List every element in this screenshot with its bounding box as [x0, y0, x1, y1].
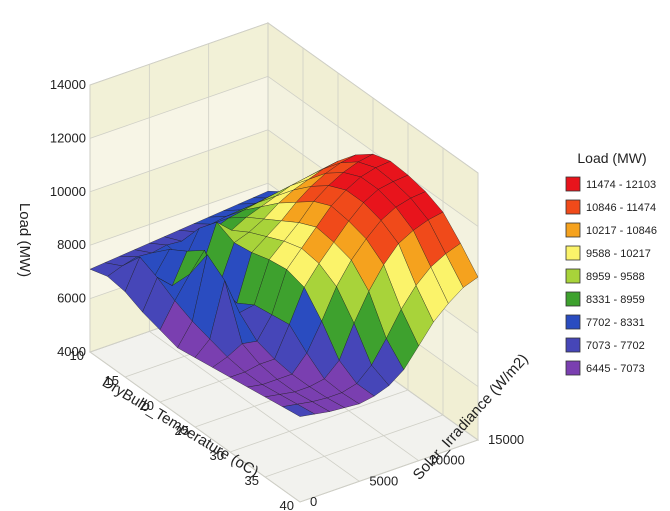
gridline	[299, 439, 479, 503]
z-tick-label: 10000	[50, 184, 86, 199]
x-tick-label: 10	[70, 348, 84, 363]
y-tick-label: 5000	[369, 473, 398, 488]
x-tick-label: 20	[140, 398, 154, 413]
legend-items: 11474 - 12103 10846 - 11474 10217 - 10846 9…	[565, 176, 657, 376]
x-tick-label: 30	[210, 448, 224, 463]
x-tick-label: 35	[245, 473, 259, 488]
legend-label: 9588 - 10217	[586, 248, 651, 260]
z-tick-label: 4000	[57, 344, 86, 359]
legend-swatch	[565, 199, 581, 215]
x-tick-label: 15	[105, 373, 119, 388]
legend-swatch	[565, 245, 581, 261]
wall-band	[90, 23, 268, 139]
legend-label: 7702 - 8331	[586, 317, 645, 329]
gridline	[89, 129, 269, 193]
legend-label: 7073 - 7702	[586, 340, 645, 352]
legend-swatch	[565, 337, 581, 353]
legend-swatch	[565, 291, 581, 307]
y-tick-label: 0	[310, 494, 317, 509]
gridline	[89, 22, 269, 86]
legend-swatch	[565, 222, 581, 238]
gridline	[229, 389, 409, 453]
gridline	[89, 182, 269, 246]
x-tick-label: 25	[175, 423, 189, 438]
legend-label: 6445 - 7073	[586, 363, 645, 375]
legend-swatch	[565, 176, 581, 192]
gridline	[264, 414, 444, 478]
z-axis-title: Load (MW)	[16, 203, 33, 277]
legend-swatch	[565, 268, 581, 284]
gridline	[89, 351, 301, 503]
x-tick-label: 40	[280, 498, 294, 511]
surface-cell	[281, 403, 316, 417]
gridline	[149, 331, 360, 482]
y-axis-ticks: 0 5000 10000 15000	[310, 432, 524, 509]
z-tick-label: 12000	[50, 130, 86, 145]
gridline	[89, 76, 269, 139]
z-axis-ticks: 4000 6000 8000 10000 12000 14000	[50, 77, 86, 359]
legend-swatch	[565, 360, 581, 376]
surface-mesh	[89, 153, 479, 417]
legend: Load (MW) 11474 - 12103 10846 - 11474 1021…	[565, 150, 657, 376]
legend-label: 10217 - 10846	[586, 225, 657, 237]
legend-label: 8959 - 9588	[586, 271, 645, 283]
legend-swatch	[565, 314, 581, 330]
wall-band	[90, 129, 268, 246]
z-tick-label: 6000	[57, 291, 86, 306]
z-tick-label: 8000	[57, 237, 86, 252]
legend-label: 8331 - 8959	[586, 294, 645, 306]
legend-label: 10846 - 11474	[586, 202, 656, 214]
y-tick-label: 15000	[488, 432, 524, 447]
legend-title: Load (MW)	[577, 150, 646, 166]
z-tick-label: 14000	[50, 77, 86, 92]
y-tick-label: 10000	[429, 453, 465, 468]
x-axis-ticks: 10 15 20 25 30 35 40	[70, 348, 294, 511]
legend-label: 11474 - 12103	[586, 179, 656, 191]
